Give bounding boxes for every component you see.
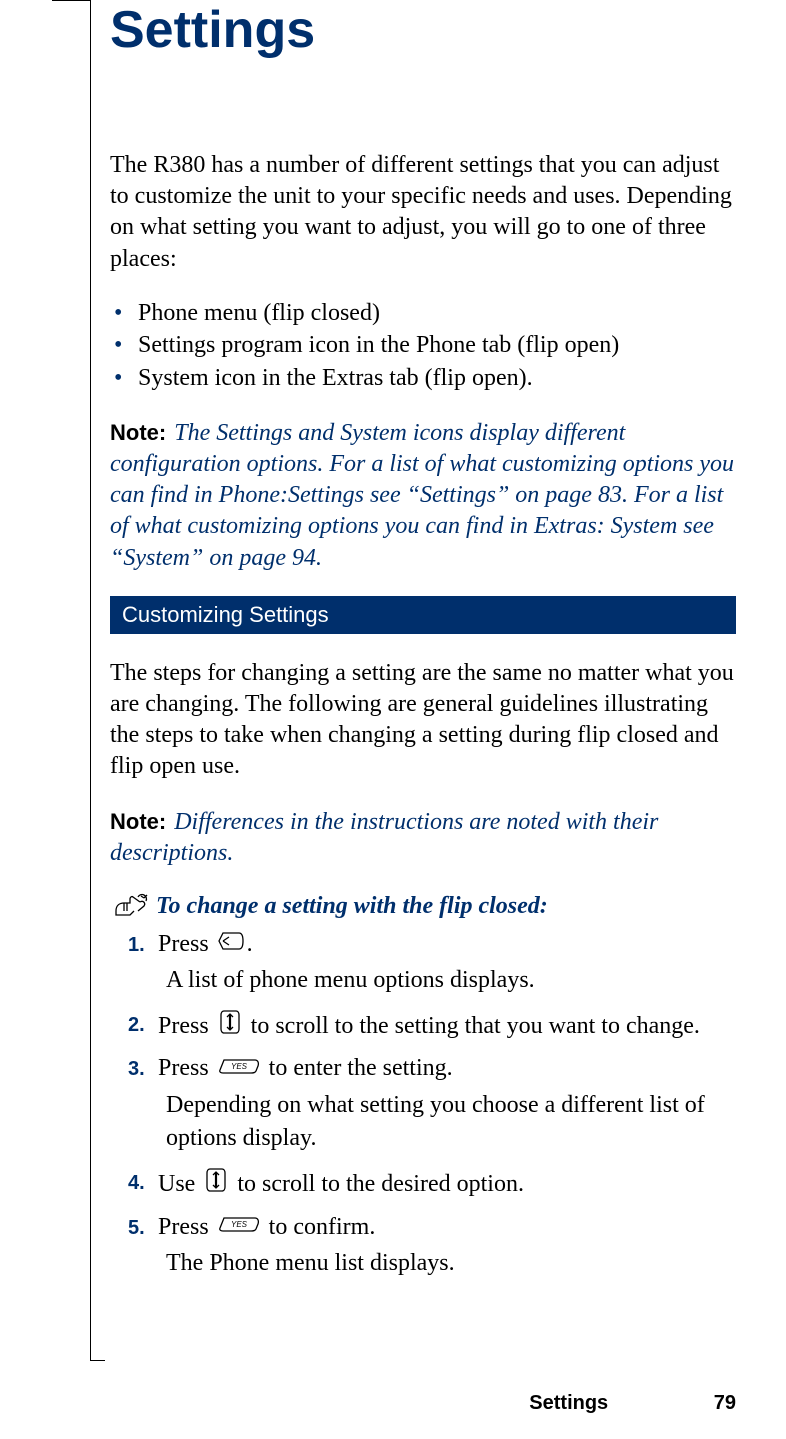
step-subtext: A list of phone menu options displays.	[166, 964, 736, 998]
svg-text:YES: YES	[231, 1062, 248, 1071]
svg-text:YES: YES	[231, 1220, 248, 1229]
bullet-list: Phone menu (flip closed) Settings progra…	[110, 297, 736, 394]
yes-key-icon: YES	[217, 1211, 261, 1245]
section-body: The steps for changing a setting are the…	[110, 658, 736, 783]
step-text-after: to scroll to the setting that you want t…	[245, 1013, 700, 1039]
step-text-before: Press	[158, 931, 215, 957]
step-item: Use to scroll to the desired option.	[128, 1166, 736, 1205]
step-text-before: Use	[158, 1171, 201, 1197]
note-body: Differences in the instructions are note…	[110, 809, 658, 866]
step-text-before: Press	[158, 1214, 215, 1240]
bullet-item: System icon in the Extras tab (flip open…	[110, 362, 736, 394]
note-body: The Settings and System icons display di…	[110, 420, 734, 571]
step-item: Press YES to enter the setting. Dependin…	[128, 1052, 736, 1155]
footer-page-number: 79	[714, 1392, 736, 1415]
menu-key-icon	[217, 929, 245, 963]
note-label: Note:	[110, 420, 166, 445]
pointing-hand-icon	[110, 891, 150, 926]
note-block: Note:Differences in the instructions are…	[110, 807, 736, 869]
bullet-item: Settings program icon in the Phone tab (…	[110, 329, 736, 361]
side-rule-tick	[52, 0, 90, 1]
step-text-after: to enter the setting.	[263, 1055, 453, 1081]
step-text-after: to confirm.	[263, 1214, 376, 1240]
step-text-after: .	[247, 931, 253, 957]
side-rule	[90, 0, 105, 1361]
section-heading-bar: Customizing Settings	[110, 596, 736, 634]
step-item: Press YES to confirm. The Phone menu lis…	[128, 1211, 736, 1281]
scroll-key-icon	[203, 1166, 229, 1205]
page: Settings The R380 has a number of differ…	[0, 0, 786, 1439]
step-text-after: to scroll to the desired option.	[231, 1171, 524, 1197]
procedure-heading: To change a setting with the flip closed…	[156, 891, 548, 922]
step-item: Press . A list of phone menu options dis…	[128, 928, 736, 998]
intro-paragraph: The R380 has a number of different setti…	[110, 150, 736, 275]
page-footer: Settings 79	[0, 1392, 736, 1415]
yes-key-icon: YES	[217, 1053, 261, 1087]
chapter-title: Settings	[110, 0, 736, 60]
procedure-heading-row: To change a setting with the flip closed…	[110, 891, 736, 926]
step-text-before: Press	[158, 1013, 215, 1039]
note-label: Note:	[110, 809, 166, 834]
procedure-steps: Press . A list of phone menu options dis…	[128, 928, 736, 1280]
note-block: Note:The Settings and System icons displ…	[110, 418, 736, 574]
step-text-before: Press	[158, 1055, 215, 1081]
step-subtext: The Phone menu list displays.	[166, 1247, 736, 1281]
bullet-item: Phone menu (flip closed)	[110, 297, 736, 329]
footer-section: Settings	[529, 1392, 608, 1414]
scroll-key-icon	[217, 1008, 243, 1047]
step-subtext: Depending on what setting you choose a d…	[166, 1089, 736, 1156]
step-item: Press to scroll to the setting that you …	[128, 1008, 736, 1047]
content-area: Settings The R380 has a number of differ…	[110, 0, 736, 1290]
